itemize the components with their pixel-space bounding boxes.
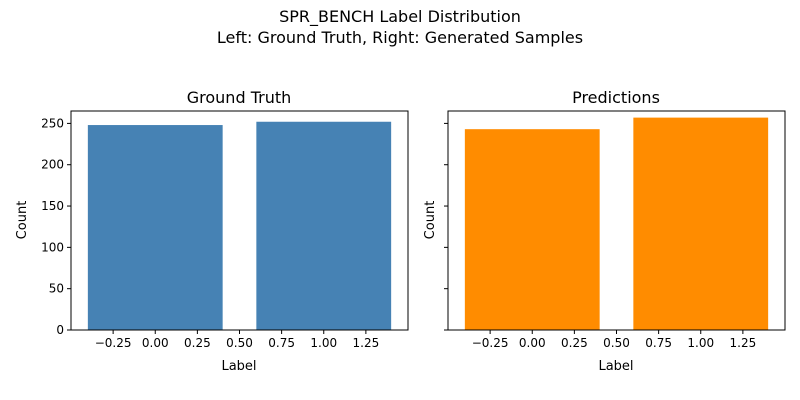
- ground-truth-ytick-label-4: 200: [41, 158, 64, 172]
- predictions-title: Predictions: [572, 88, 660, 107]
- ground-truth-title: Ground Truth: [187, 88, 292, 107]
- predictions-xtick-label-5: 1.00: [687, 336, 714, 350]
- figure-title-line-1: SPR_BENCH Label Distribution: [279, 7, 521, 27]
- ground-truth-ytick-label-1: 50: [49, 282, 64, 296]
- ground-truth-ylabel: Count: [15, 201, 30, 240]
- predictions-bar-1: [633, 117, 769, 330]
- ground-truth-panel: Ground Truth Label Count −0.25 0.00 0.25 0.…: [15, 88, 409, 374]
- ground-truth-ytick-label-0: 0: [56, 323, 64, 337]
- ground-truth-xtick-label-6: 1.25: [353, 336, 380, 350]
- ground-truth-xtick-label-1: 0.00: [142, 336, 169, 350]
- predictions-xtick-label-1: 0.00: [519, 336, 546, 350]
- ground-truth-xtick-label-3: 0.50: [226, 336, 253, 350]
- predictions-ylabel: Count: [423, 201, 438, 240]
- figure-title-line-2: Left: Ground Truth, Right: Generated Sam…: [217, 28, 583, 47]
- ground-truth-ytick-label-5: 250: [41, 116, 64, 130]
- predictions-xtick-label-3: 0.50: [603, 336, 630, 350]
- predictions-xtick-label-4: 0.75: [645, 336, 672, 350]
- ground-truth-xlabel: Label: [221, 359, 256, 374]
- predictions-panel: Predictions Label Count −0.25 0.00 0.25 0.5…: [423, 88, 786, 374]
- ground-truth-xtick-label-5: 1.00: [310, 336, 337, 350]
- predictions-bar-0: [464, 129, 600, 330]
- ground-truth-ytick-label-3: 150: [41, 199, 64, 213]
- predictions-xtick-label-0: −0.25: [472, 336, 509, 350]
- ground-truth-xtick-label-2: 0.25: [184, 336, 211, 350]
- predictions-xlabel: Label: [598, 359, 633, 374]
- ground-truth-xtick-label-0: −0.25: [95, 336, 132, 350]
- ground-truth-bar-0: [87, 125, 223, 330]
- predictions-xtick-label-6: 1.25: [730, 336, 757, 350]
- predictions-xtick-label-2: 0.25: [561, 336, 588, 350]
- ground-truth-xtick-label-4: 0.75: [268, 336, 295, 350]
- ground-truth-ytick-label-2: 100: [41, 240, 64, 254]
- ground-truth-bar-1: [256, 121, 392, 330]
